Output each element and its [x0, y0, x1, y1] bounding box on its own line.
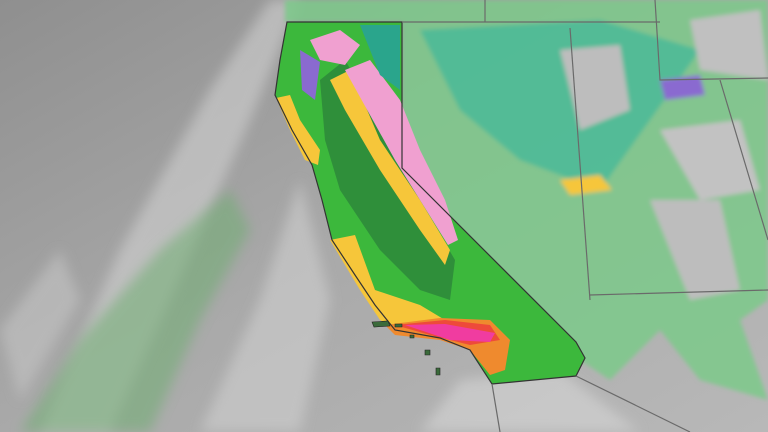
california-precip — [274, 21, 586, 385]
sierra-yellow — [330, 70, 450, 265]
interior-precip — [285, 0, 768, 400]
north-pink — [310, 30, 360, 65]
socal-magenta — [405, 324, 495, 342]
north-teal — [360, 25, 400, 90]
channel-islands — [371, 320, 441, 376]
central-coast-yellow — [330, 235, 445, 330]
north-purple — [300, 50, 320, 100]
state-borders — [402, 0, 768, 432]
offshore-precip — [20, 190, 250, 432]
north-coast-yellow — [276, 95, 320, 165]
california-outline — [274, 21, 586, 385]
